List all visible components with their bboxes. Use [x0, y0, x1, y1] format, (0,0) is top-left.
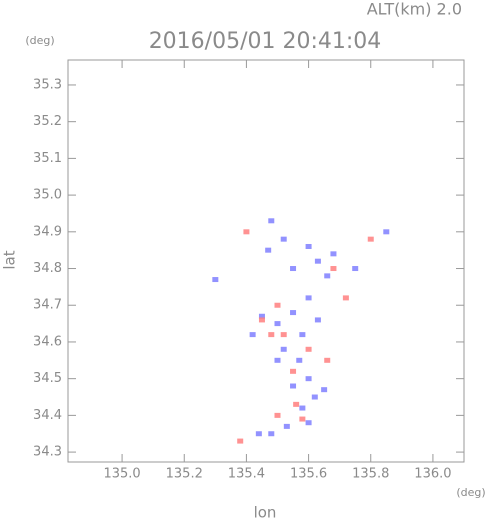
- data-cell: [367, 236, 374, 242]
- data-cell: [305, 420, 312, 426]
- data-cell: [237, 438, 244, 444]
- subtitle: ALT(km) 2.0: [367, 0, 462, 19]
- data-cell: [330, 251, 337, 257]
- x-tick-label: 135.6: [290, 467, 327, 482]
- y-axis-label: lat: [1, 250, 19, 269]
- data-cell: [352, 266, 359, 272]
- data-cell: [324, 273, 331, 279]
- chart-title: 2016/05/01 20:41:04: [149, 29, 382, 54]
- x-tick-label: 135.0: [103, 467, 140, 482]
- data-cell: [280, 346, 287, 352]
- y-unit: (deg): [25, 34, 54, 47]
- data-cell: [330, 266, 337, 272]
- data-cell: [255, 431, 262, 437]
- data-cell: [305, 243, 312, 249]
- y-tick-label: 34.4: [33, 408, 62, 423]
- data-cell: [268, 332, 275, 338]
- data-cell: [212, 277, 219, 283]
- data-cell: [305, 346, 312, 352]
- y-tick-label: 35.2: [33, 114, 62, 129]
- data-cell: [243, 229, 250, 235]
- x-tick-label: 135.2: [166, 467, 203, 482]
- data-cell: [290, 368, 297, 374]
- y-tick-label: 34.8: [33, 261, 62, 276]
- x-tick-label: 136.0: [414, 467, 451, 482]
- y-tick-label: 34.9: [33, 224, 62, 239]
- data-cell: [290, 266, 297, 272]
- data-cell: [314, 258, 321, 264]
- data-cell: [290, 310, 297, 316]
- y-tick-label: 35.3: [33, 77, 62, 92]
- data-cell: [383, 229, 390, 235]
- x-tick-label: 135.4: [228, 467, 265, 482]
- data-cell: [280, 236, 287, 242]
- x-tick-label: 135.8: [352, 467, 389, 482]
- data-cell: [258, 313, 265, 319]
- data-cell: [311, 394, 318, 400]
- y-tick-label: 35.1: [33, 151, 62, 166]
- data-cell: [314, 317, 321, 323]
- data-cell: [280, 332, 287, 338]
- y-tick-label: 34.5: [33, 371, 62, 386]
- plot-frame: [67, 59, 465, 463]
- data-cell: [274, 357, 281, 363]
- y-tick-label: 34.6: [33, 334, 62, 349]
- data-cell: [293, 401, 300, 407]
- data-cell: [274, 412, 281, 418]
- x-unit: (deg): [456, 486, 485, 499]
- data-cell: [258, 317, 265, 323]
- data-cell: [283, 423, 290, 429]
- data-cell: [305, 376, 312, 382]
- x-axis-label: lon: [254, 504, 277, 521]
- data-cell: [305, 295, 312, 301]
- data-cell: [290, 383, 297, 389]
- data-cell: [274, 321, 281, 327]
- data-cell: [342, 295, 349, 301]
- data-cell: [268, 218, 275, 224]
- y-tick-label: 34.7: [33, 298, 62, 313]
- y-tick-label: 34.3: [33, 445, 62, 460]
- data-cell: [274, 302, 281, 308]
- data-cell: [321, 387, 328, 393]
- data-cell: [249, 332, 256, 338]
- data-cell: [299, 405, 306, 411]
- y-tick-label: 35.0: [33, 188, 62, 203]
- data-cell: [299, 332, 306, 338]
- data-cell: [324, 357, 331, 363]
- data-cell: [268, 431, 275, 437]
- data-cell: [265, 247, 272, 253]
- data-cell: [296, 357, 303, 363]
- data-cell: [299, 416, 306, 422]
